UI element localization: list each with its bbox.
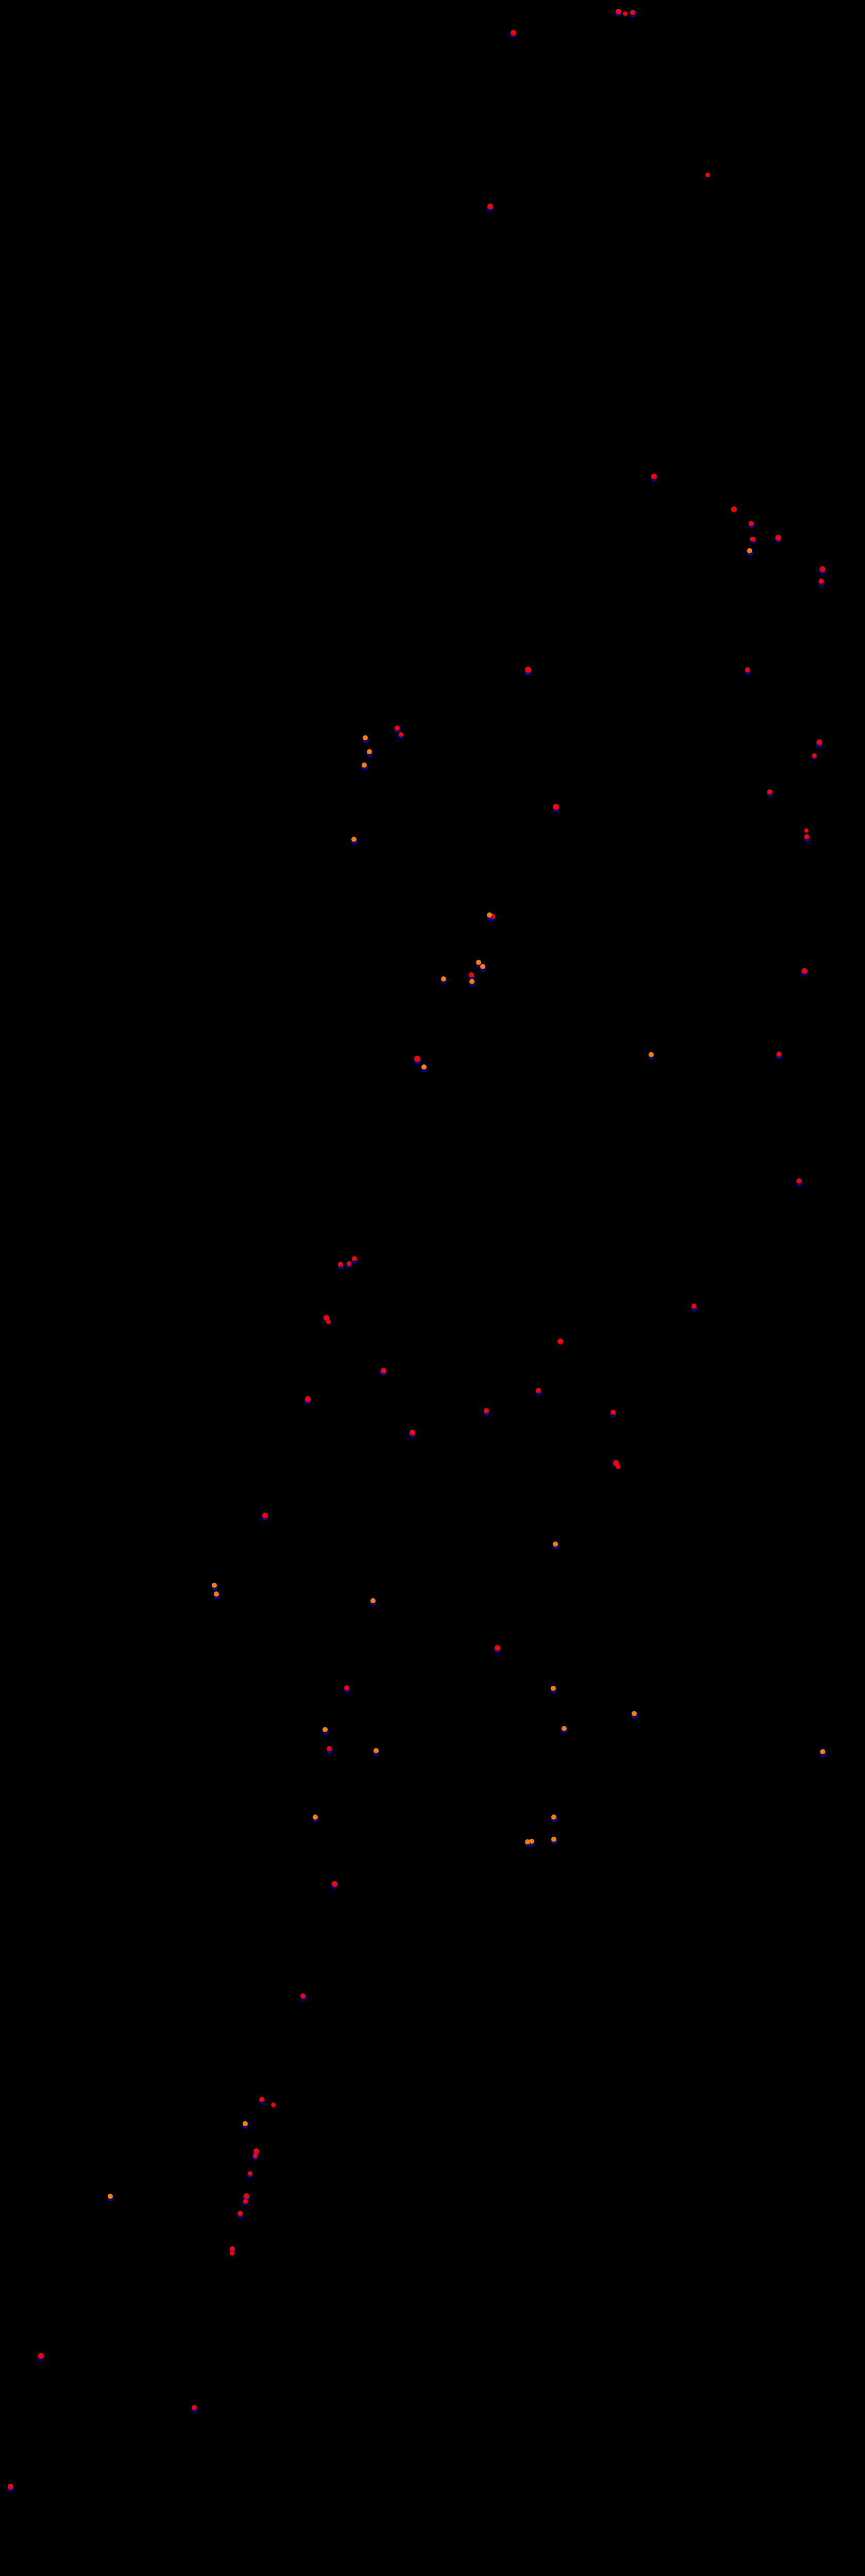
detection-point-class-a[interactable] xyxy=(801,968,807,974)
detection-point-class-b[interactable] xyxy=(551,1686,556,1691)
detection-point-class-b[interactable] xyxy=(480,964,485,969)
detection-point-class-a[interactable] xyxy=(7,2483,13,2489)
detection-point-class-a[interactable] xyxy=(300,1993,306,1998)
detection-point-class-a[interactable] xyxy=(731,506,737,512)
detection-point-class-b[interactable] xyxy=(323,1727,328,1732)
detection-point-class-b[interactable] xyxy=(469,979,474,984)
detection-point-class-a[interactable] xyxy=(352,1256,357,1261)
detection-point-class-b[interactable] xyxy=(363,735,368,740)
detection-point-class-a[interactable] xyxy=(494,1645,500,1651)
detection-point-class-a[interactable] xyxy=(536,1388,541,1393)
detection-point-class-a[interactable] xyxy=(414,1056,420,1062)
detection-point-class-a[interactable] xyxy=(243,2198,248,2204)
detection-point-class-a[interactable] xyxy=(469,972,474,977)
detection-point-class-b[interactable] xyxy=(374,1748,379,1753)
detection-point-class-a[interactable] xyxy=(395,725,400,731)
detection-point-class-a[interactable] xyxy=(819,579,824,584)
detection-point-class-a[interactable] xyxy=(776,1052,782,1057)
detection-point-class-a[interactable] xyxy=(270,2102,276,2107)
detection-point-class-a[interactable] xyxy=(705,172,710,177)
detection-point-class-a[interactable] xyxy=(346,1261,351,1266)
detection-point-class-a[interactable] xyxy=(804,828,808,833)
detection-point-class-a[interactable] xyxy=(252,2153,258,2158)
detection-point-class-a[interactable] xyxy=(192,2405,197,2410)
detection-point-class-a[interactable] xyxy=(338,1262,343,1267)
detection-point-class-b[interactable] xyxy=(487,912,492,918)
detection-point-class-a[interactable] xyxy=(238,2211,243,2216)
detection-point-class-b[interactable] xyxy=(108,2194,113,2199)
detection-point-class-a[interactable] xyxy=(811,753,817,758)
detection-point-class-a[interactable] xyxy=(767,789,772,794)
detection-point-class-a[interactable] xyxy=(344,1685,349,1690)
detection-point-class-a[interactable] xyxy=(819,566,825,572)
detection-point-class-b[interactable] xyxy=(351,837,357,842)
detection-point-class-a[interactable] xyxy=(510,29,516,36)
detection-point-class-a[interactable] xyxy=(651,473,657,479)
detection-point-class-a[interactable] xyxy=(326,1319,331,1324)
detection-point-class-a[interactable] xyxy=(804,834,809,839)
detection-point-class-a[interactable] xyxy=(229,2250,234,2256)
detection-point-class-b[interactable] xyxy=(562,1726,567,1731)
detection-point-class-a[interactable] xyxy=(259,2097,264,2102)
detection-point-class-a[interactable] xyxy=(613,1460,619,1466)
detection-point-class-b[interactable] xyxy=(632,1711,637,1716)
detection-point-class-a[interactable] xyxy=(327,1746,332,1751)
detection-point-class-a[interactable] xyxy=(409,1429,415,1435)
detection-point-class-b[interactable] xyxy=(421,1064,427,1070)
detection-point-class-a[interactable] xyxy=(304,1396,311,1402)
detection-point-class-a[interactable] xyxy=(615,8,621,14)
detection-point-class-a[interactable] xyxy=(691,1303,697,1309)
detection-point-class-b[interactable] xyxy=(476,960,481,965)
detection-point-class-b[interactable] xyxy=(313,1815,318,1820)
detection-point-class-b[interactable] xyxy=(441,976,446,981)
detection-point-class-b[interactable] xyxy=(525,1839,530,1844)
detection-point-class-a[interactable] xyxy=(484,1408,489,1413)
detection-point-class-b[interactable] xyxy=(649,1052,654,1057)
detection-point-class-a[interactable] xyxy=(262,1512,268,1518)
detection-point-class-a[interactable] xyxy=(816,739,822,745)
detection-point-class-a[interactable] xyxy=(630,10,635,15)
detection-point-class-a[interactable] xyxy=(230,2246,235,2251)
detection-point-class-a[interactable] xyxy=(243,2193,249,2199)
detection-point-class-a[interactable] xyxy=(380,1367,386,1374)
detection-point-class-b[interactable] xyxy=(551,1837,556,1842)
detection-point-class-a[interactable] xyxy=(525,667,531,673)
detection-point-class-a[interactable] xyxy=(38,2352,44,2359)
detection-point-class-a[interactable] xyxy=(253,2148,259,2154)
detection-point-class-b[interactable] xyxy=(362,762,367,768)
detection-point-class-a[interactable] xyxy=(557,1338,563,1344)
detection-point-class-a[interactable] xyxy=(750,537,754,541)
detection-point-class-b[interactable] xyxy=(529,1839,534,1844)
detection-point-class-a[interactable] xyxy=(247,2171,252,2176)
detection-point-class-a[interactable] xyxy=(745,667,750,672)
detection-point-class-b[interactable] xyxy=(370,1598,376,1603)
detection-point-class-a[interactable] xyxy=(487,203,493,209)
detection-point-class-b[interactable] xyxy=(553,1541,558,1547)
detection-point-class-b[interactable] xyxy=(551,1815,556,1820)
detection-point-class-a[interactable] xyxy=(615,1464,620,1469)
detection-point-class-a[interactable] xyxy=(331,1880,337,1887)
detection-point-class-b[interactable] xyxy=(747,548,752,553)
detection-point-class-b[interactable] xyxy=(367,749,372,754)
detection-point-class-b[interactable] xyxy=(212,1583,217,1588)
detection-point-class-a[interactable] xyxy=(775,534,781,540)
detection-point-class-a[interactable] xyxy=(323,1314,329,1320)
detection-point-class-a[interactable] xyxy=(622,11,627,16)
detection-point-class-b[interactable] xyxy=(243,2121,248,2126)
detection-point-class-a[interactable] xyxy=(553,804,559,810)
detection-point-class-b[interactable] xyxy=(820,1749,825,1754)
detection-point-class-a[interactable] xyxy=(398,732,403,737)
detection-point-class-b[interactable] xyxy=(214,1591,219,1597)
detection-point-class-a[interactable] xyxy=(749,521,754,526)
detection-point-class-a[interactable] xyxy=(610,1410,616,1415)
detection-point-class-a[interactable] xyxy=(796,1178,802,1183)
